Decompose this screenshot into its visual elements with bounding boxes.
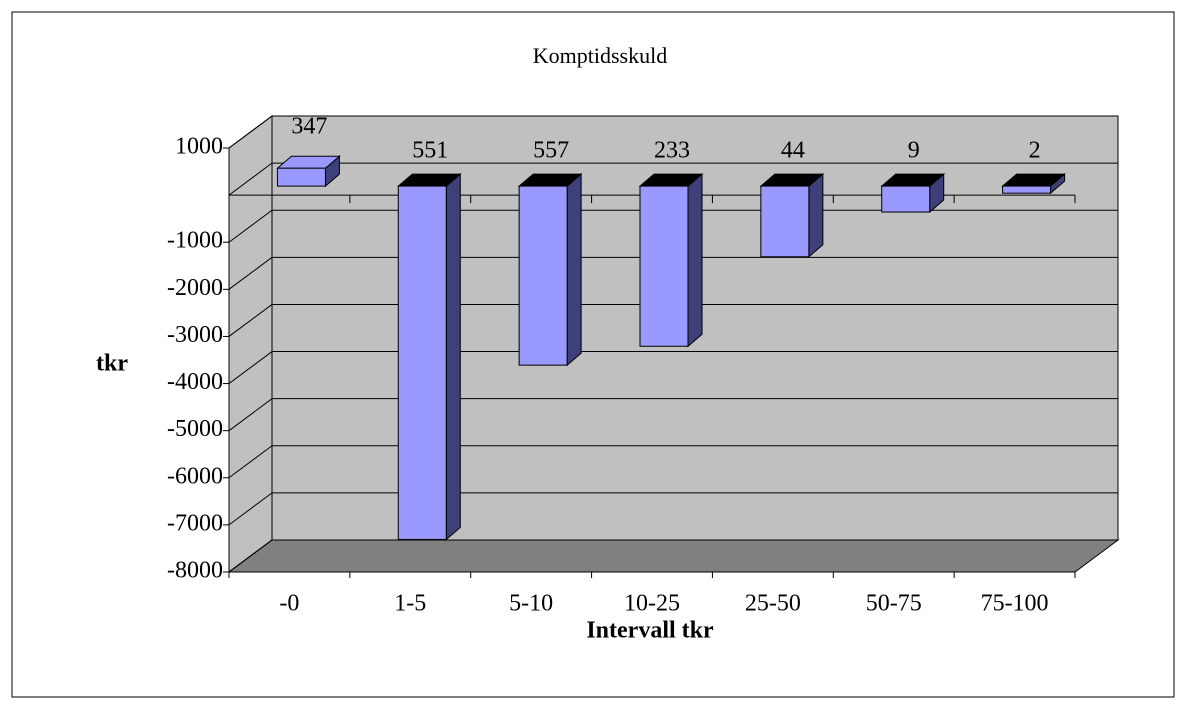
bar [518,185,568,366]
floor [227,539,1120,573]
grid-line-side [228,304,273,337]
x-tick-label: 1-5 [394,591,426,617]
grid-line-side [228,115,273,149]
x-tick-label: 75-100 [981,591,1049,617]
x-tick-label: -0 [279,591,299,617]
bar-side [808,173,824,258]
y-tick-label: -1000 [167,228,223,254]
data-label: 347 [291,114,327,140]
bar-side [566,173,582,367]
data-label: 44 [781,138,805,164]
x-tick-label: 10-25 [624,591,680,617]
data-label: 551 [412,138,448,164]
bar [276,167,326,187]
y-tick-label: -3000 [167,322,223,348]
grid-line-side [228,445,273,479]
data-label: 9 [908,138,920,164]
y-tick-label: -7000 [167,510,223,536]
grid-line-side [228,209,273,243]
grid-line-side [228,492,273,526]
x-tick-label: 25-50 [745,591,801,617]
chart-title: Komptidsskuld [533,43,667,68]
y-tick-label: -6000 [167,463,223,489]
bar [1002,185,1052,194]
side-wall [228,115,273,573]
data-label: 233 [654,138,690,164]
y-tick-label: -5000 [167,416,223,442]
grid-line-side [228,351,273,384]
y-tick-label: 1000 [175,134,223,160]
data-label: 557 [533,138,569,164]
grid-line-side [228,539,273,573]
y-tick-label: -2000 [167,275,223,301]
bar-side [445,173,461,541]
grid-line-side [228,398,273,432]
x-tick-label: 50-75 [866,591,922,617]
bar [881,185,931,213]
bar [760,185,810,258]
bar [397,185,447,540]
y-tick-label: -4000 [167,369,223,395]
y-axis-title: tkr [96,351,128,377]
grid-line-side [228,256,273,290]
bar-side [687,173,703,348]
y-tick-label: -8000 [167,558,223,584]
x-axis-title: Intervall tkr [586,618,714,644]
zero-line-side [228,162,273,196]
data-label: 2 [1029,138,1041,164]
bar [639,185,689,347]
x-tick-label: 5-10 [509,591,553,617]
